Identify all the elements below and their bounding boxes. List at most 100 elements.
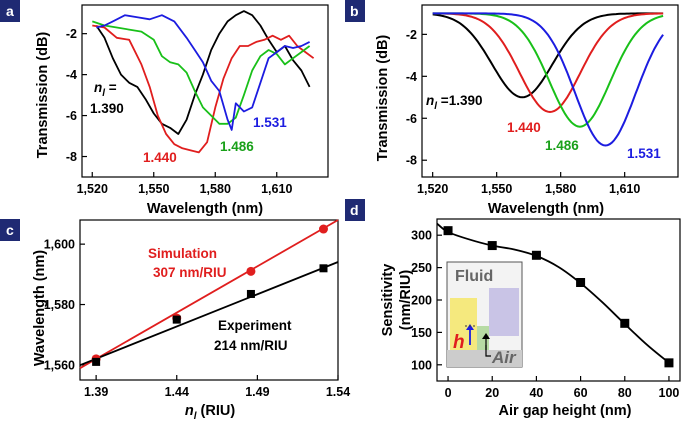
panel-d-ytick-label: 150 bbox=[411, 326, 432, 340]
panel-b-ytick-label: -2 bbox=[406, 28, 417, 42]
panel-b-curve-1440 bbox=[432, 12, 664, 114]
panel-b-series bbox=[432, 12, 664, 147]
panel-a-ytick-label: -2 bbox=[66, 27, 77, 41]
panel-c-axes: 1.39 1.44 1.49 1.54 1,560 1,580 1,600 bbox=[44, 219, 350, 399]
panel-b-axes: 1,520 1,550 1,580 1,610 -2 -4 -6 -8 bbox=[406, 4, 679, 196]
inset-air-label: Air bbox=[491, 348, 517, 367]
panel-c-point-experiment bbox=[319, 264, 328, 273]
panel-d-ytick-label: 250 bbox=[411, 261, 432, 275]
panel-d-tag: d bbox=[350, 202, 359, 218]
panel-b-curve-1390 bbox=[432, 12, 664, 99]
panel-d-xtick-label: 40 bbox=[529, 386, 543, 400]
inset-air-arrowhead bbox=[482, 333, 490, 339]
panel-b-ylabel: Transmission (dB) bbox=[375, 35, 391, 162]
panel-c-point-experiment bbox=[92, 357, 101, 366]
panel-b-xlabel: Wavelength (nm) bbox=[488, 201, 604, 217]
panel-c-point-simulation bbox=[246, 266, 256, 276]
panel-c-fit-experiment bbox=[79, 261, 339, 367]
panel-a-label-1440: 1.440 bbox=[143, 150, 177, 165]
panel-c-xtick-label: 1.44 bbox=[165, 385, 189, 399]
panel-b-label-1486: 1.486 bbox=[545, 138, 579, 153]
panel-a-xtick-label: 1,550 bbox=[138, 182, 169, 196]
panel-d-ytick-label: 100 bbox=[411, 358, 432, 372]
panel-a-tag-bg bbox=[0, 0, 20, 22]
panel-d-xlabel: Air gap height (nm) bbox=[499, 403, 632, 419]
panel-b-ytick-label: -8 bbox=[406, 154, 417, 168]
panel-c-ytick-label: 1,560 bbox=[44, 358, 75, 372]
panel-c-simulation-label: Simulation bbox=[148, 246, 217, 261]
panel-d-ytick-label: 300 bbox=[411, 229, 432, 243]
panel-a-frame bbox=[81, 4, 329, 178]
panel-d-point bbox=[620, 318, 630, 328]
panel-b-ytick-label: -6 bbox=[406, 112, 417, 126]
panel-a: a Transmission (dB) Wavelength (nm) 1,52… bbox=[0, 0, 329, 217]
panel-a-series bbox=[92, 10, 315, 154]
panel-d-ytick-label: 200 bbox=[411, 294, 432, 308]
inset-purple-block bbox=[489, 288, 519, 336]
panel-d-xtick-label: 0 bbox=[445, 386, 452, 400]
panel-c-xtick-label: 1.49 bbox=[245, 385, 269, 399]
panel-c-ylabel: Wavelength (nm) bbox=[32, 250, 48, 366]
panel-b-label-1440: 1.440 bbox=[507, 120, 541, 135]
panel-c-point-experiment bbox=[172, 315, 181, 324]
panel-b-ytick-label: -4 bbox=[406, 70, 417, 84]
panel-a-ytick-label: -4 bbox=[66, 68, 77, 82]
panel-d-inset-schematic: Fluid h Air bbox=[446, 261, 523, 368]
panel-c-ytick-label: 1,580 bbox=[44, 298, 75, 312]
panel-d-tag-bg bbox=[345, 199, 365, 221]
panel-a-curve-1486 bbox=[92, 20, 311, 125]
panel-d-axes: 0 20 40 60 80 100 100 150 200 250 300 bbox=[411, 218, 681, 400]
panel-a-curve-1440 bbox=[92, 24, 315, 154]
panel-a-ytick-label: -8 bbox=[66, 150, 77, 164]
panel-d-point bbox=[531, 250, 541, 260]
panel-a-xtick-label: 1,580 bbox=[200, 182, 231, 196]
panel-c-point-experiment bbox=[246, 289, 255, 298]
panel-d-series bbox=[436, 222, 674, 368]
panel-d-xtick-label: 60 bbox=[574, 386, 588, 400]
panel-c-simulation-slope: 307 nm/RIU bbox=[153, 265, 227, 280]
panel-b-frame bbox=[421, 4, 679, 178]
panel-c-frame bbox=[79, 219, 339, 381]
panel-c-fit-simulation bbox=[79, 219, 339, 369]
panel-c-ytick-label: 1,600 bbox=[44, 238, 75, 252]
panel-c-tag-bg bbox=[0, 219, 20, 241]
panel-d-point bbox=[443, 226, 453, 236]
panel-a-label-1486: 1.486 bbox=[220, 139, 254, 154]
panel-a-label-1531: 1.531 bbox=[253, 115, 287, 130]
panel-a-curve-1531 bbox=[96, 14, 311, 131]
panel-c: c Wavelength (nm) nl (RIU) 1.39 1.44 1.49 1… bbox=[0, 219, 350, 422]
panel-a-xtick-label: 1,520 bbox=[77, 182, 108, 196]
panel-c-xtick-label: 1.54 bbox=[326, 385, 350, 399]
panel-d-point bbox=[576, 278, 586, 288]
panel-a-ylabel: Transmission (dB) bbox=[35, 32, 51, 159]
panel-d-point bbox=[487, 241, 497, 251]
panel-a-ytick-label: -6 bbox=[66, 109, 77, 123]
panel-b-xtick-label: 1,550 bbox=[481, 182, 512, 196]
inset-substrate bbox=[447, 350, 522, 367]
inset-air-leader bbox=[485, 345, 491, 357]
panel-b-nl-annotation: nl =1.390 bbox=[426, 93, 482, 112]
panel-b-xtick-label: 1,580 bbox=[545, 182, 576, 196]
panel-d-ylabel-1: Sensitivity bbox=[380, 264, 396, 337]
inset-h-label: h bbox=[453, 332, 465, 353]
panel-c-experiment-label: Experiment bbox=[218, 318, 292, 333]
panel-d-xtick-label: 20 bbox=[485, 386, 499, 400]
panel-d-xtick-label: 80 bbox=[618, 386, 632, 400]
panel-a-tag: a bbox=[6, 3, 14, 19]
panel-b-label-1531: 1.531 bbox=[627, 146, 661, 161]
panel-b-xtick-label: 1,610 bbox=[609, 182, 640, 196]
panel-c-series bbox=[79, 219, 339, 369]
panel-a-nl-annotation: nl = bbox=[94, 80, 117, 99]
inset-fluid-label: Fluid bbox=[455, 268, 493, 285]
inset-height-arrowhead bbox=[466, 324, 474, 330]
panel-a-xlabel: Wavelength (nm) bbox=[147, 201, 263, 217]
inset-yellow-block bbox=[450, 298, 477, 350]
panel-a-axes: 1,520 1,550 1,580 1,610 -2 -4 -6 -8 bbox=[66, 4, 329, 196]
panel-b-xtick-label: 1,520 bbox=[417, 182, 448, 196]
panel-a-label-1390: 1.390 bbox=[90, 101, 124, 116]
panel-d: d Sensitivity (nm/RIU) Air gap height (n… bbox=[345, 199, 681, 419]
panel-b-tag: b bbox=[350, 3, 359, 19]
panel-c-xtick-label: 1.39 bbox=[84, 385, 108, 399]
panel-b-curve-1531 bbox=[432, 12, 664, 147]
